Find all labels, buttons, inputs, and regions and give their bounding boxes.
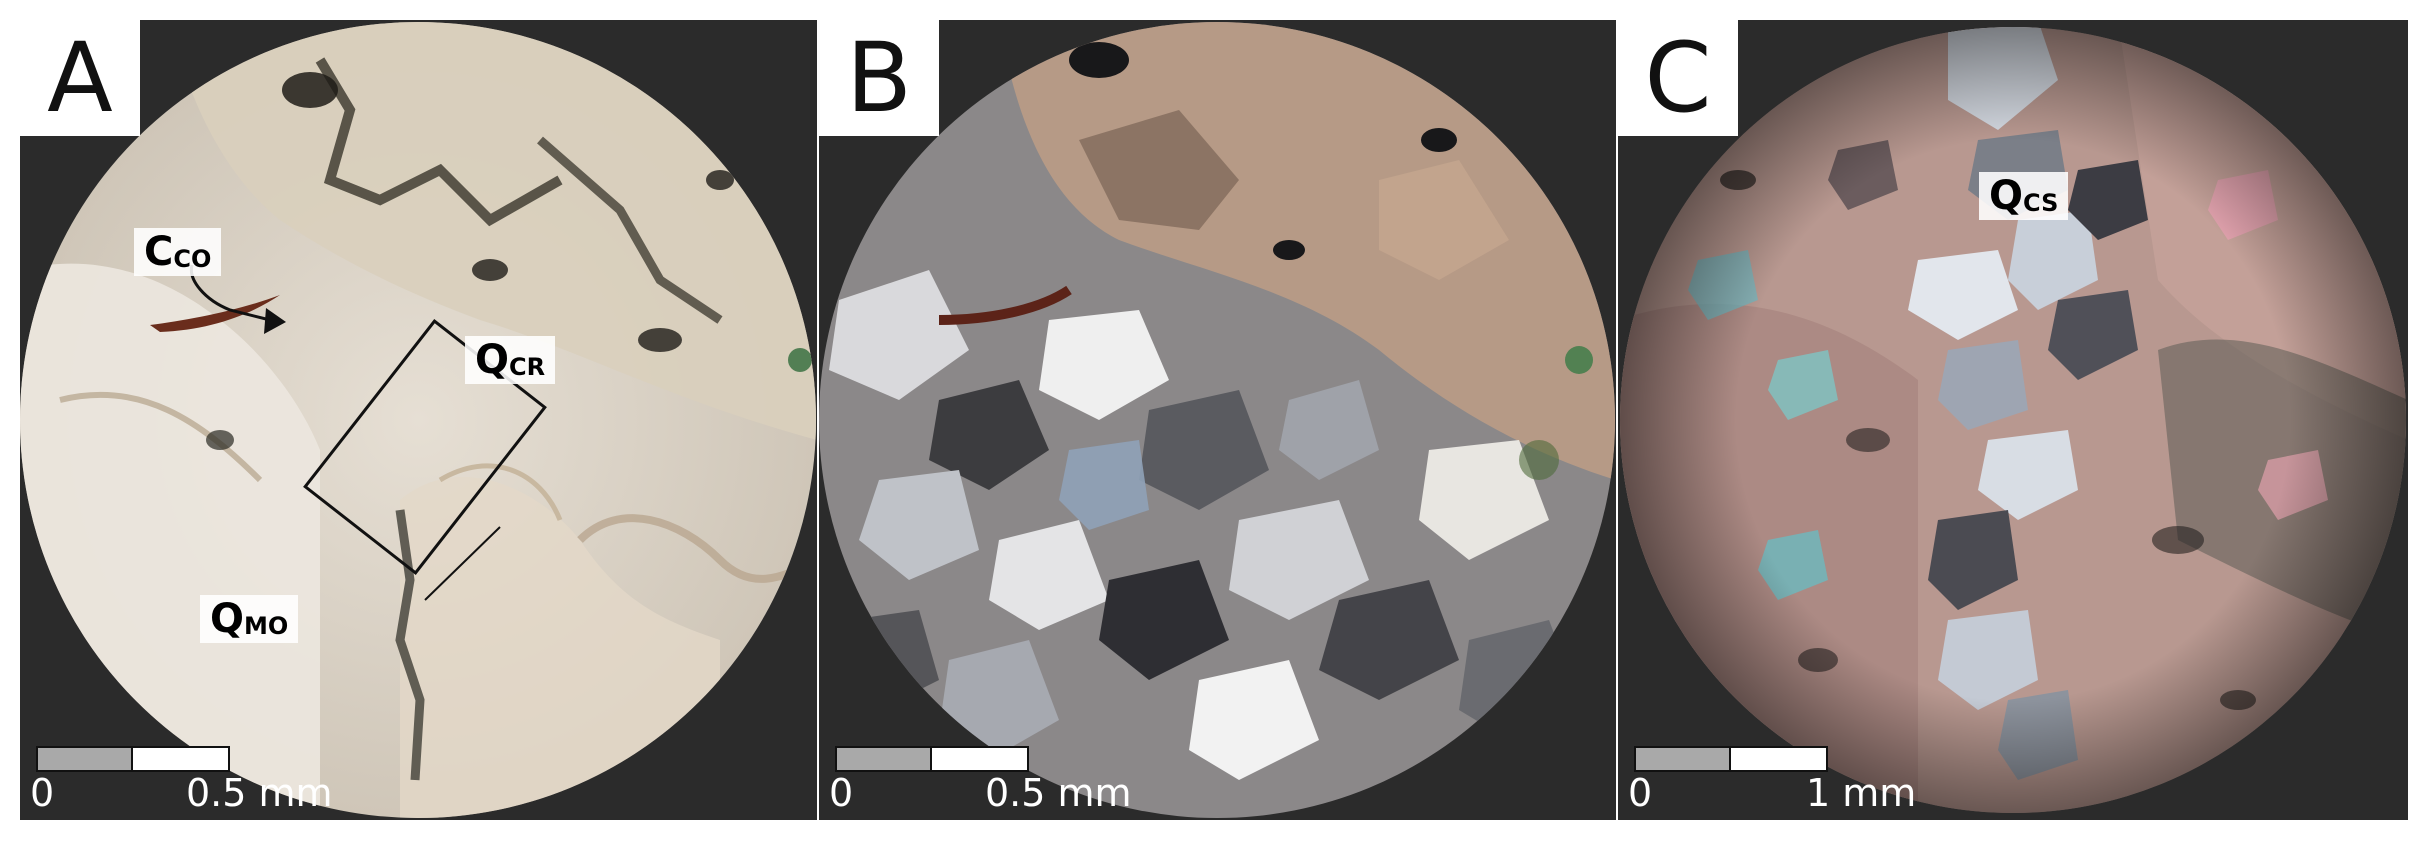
scale-start-label: 0 (30, 771, 55, 815)
scale-bar-c: 0 1 mm (1628, 746, 1964, 812)
label-qcs: QCS (1979, 172, 2069, 220)
panel-letter: B (819, 20, 939, 136)
panel-a: A CCO QCR QMO 0 0.5 mm (20, 20, 817, 820)
scale-end-label: 0.5 mm (985, 771, 1132, 815)
panel-letter: A (20, 20, 140, 136)
arrow-head (264, 308, 286, 334)
micrograph-a (20, 22, 816, 818)
scale-start-label: 0 (829, 771, 854, 815)
micrograph-b (819, 22, 1615, 818)
panel-c: C QCS 0 1 mm (1618, 20, 2408, 820)
panel-b: B 0 0.5 mm (819, 20, 1616, 820)
label-qmo: QMO (200, 595, 299, 643)
micrograph-c (1620, 27, 2406, 813)
scale-start-label: 0 (1628, 771, 1653, 815)
label-qcr: QCR (465, 336, 556, 384)
scale-bar-a: 0 0.5 mm (30, 746, 366, 812)
panel-letter: C (1618, 20, 1738, 136)
scale-end-label: 1 mm (1806, 771, 1917, 815)
label-cco: CCO (134, 228, 222, 276)
scale-bar-b: 0 0.5 mm (829, 746, 1165, 812)
scale-end-label: 0.5 mm (186, 771, 333, 815)
